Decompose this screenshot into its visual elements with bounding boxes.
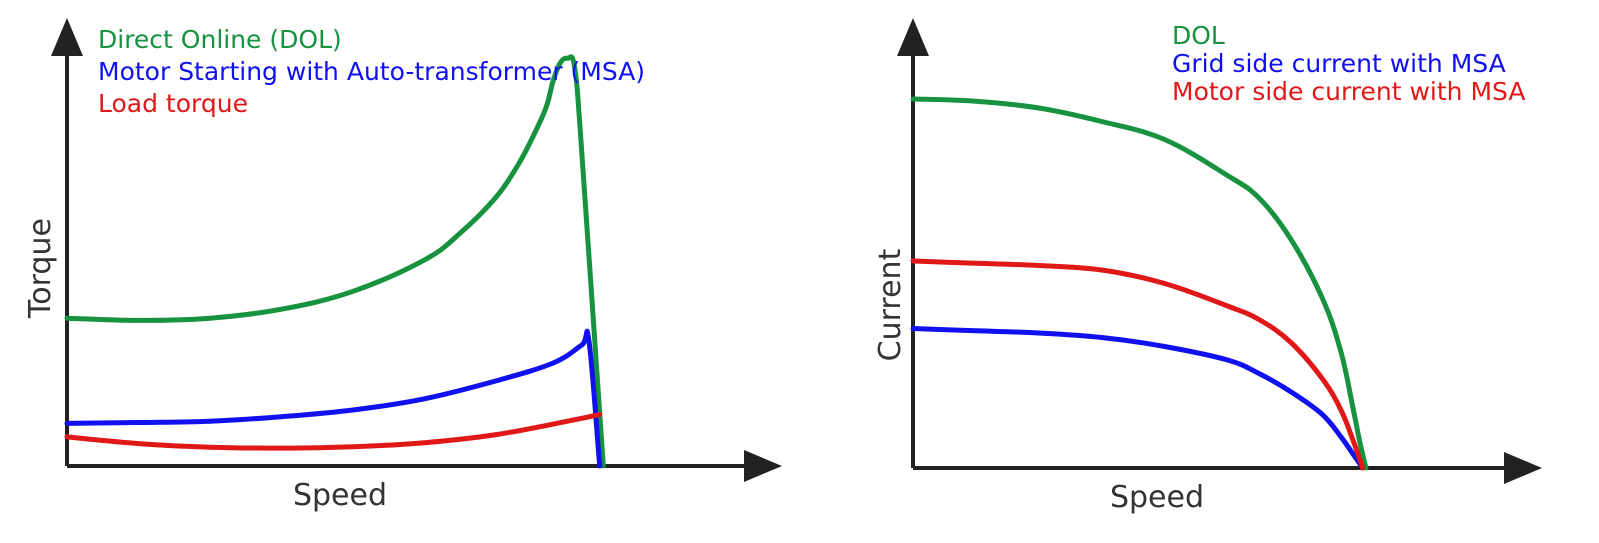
- y-axis: [51, 18, 83, 466]
- x-axis-arrow-icon: [744, 450, 782, 482]
- x-axis-label: Speed: [1110, 480, 1204, 515]
- series-line-1: [910, 96, 1369, 471]
- legend-entry-msa: Motor Starting with Auto-transformer (MS…: [98, 57, 645, 86]
- series-layer: [64, 54, 606, 469]
- y-axis-arrow-icon: [897, 18, 929, 56]
- legend-entry-motor-side-current: Motor side current with MSA: [1172, 77, 1525, 106]
- legend-entry-dol: DOL: [1172, 21, 1225, 50]
- x-axis-label: Speed: [293, 478, 387, 513]
- series-line-3: [64, 412, 603, 451]
- series-line-3: [910, 258, 1366, 471]
- series-layer: [910, 96, 1369, 471]
- y-axis: [897, 18, 929, 468]
- series-line-2: [910, 326, 1366, 471]
- legend-entry-load-torque: Load torque: [98, 89, 248, 118]
- series-line-1: [64, 54, 606, 469]
- y-axis-label: Torque: [23, 218, 58, 319]
- legend: DOL Grid side current with MSA Motor sid…: [1172, 21, 1525, 106]
- current-speed-chart: Speed Current DOL Grid side current with…: [873, 18, 1542, 515]
- x-axis: [913, 452, 1542, 484]
- y-axis-arrow-icon: [51, 18, 83, 56]
- x-axis: [67, 450, 782, 482]
- x-axis-arrow-icon: [1504, 452, 1542, 484]
- series-line-2: [64, 328, 603, 469]
- torque-speed-chart: Speed Torque Direct Online (DOL) Motor S…: [23, 18, 782, 513]
- legend-entry-dol: Direct Online (DOL): [98, 25, 342, 54]
- legend-entry-grid-side-current: Grid side current with MSA: [1172, 49, 1506, 78]
- y-axis-label: Current: [873, 248, 908, 361]
- legend: Direct Online (DOL) Motor Starting with …: [98, 25, 645, 118]
